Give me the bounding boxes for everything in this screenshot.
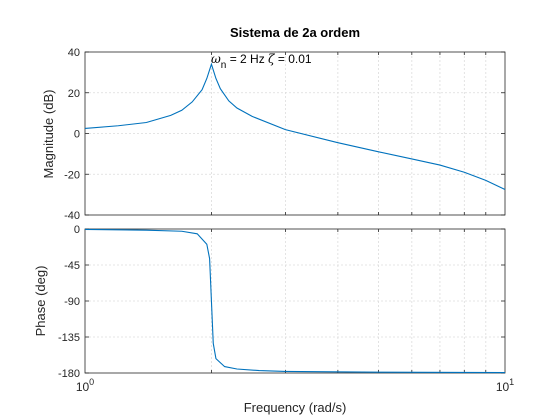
magnitude-ytick-label: 20	[68, 88, 80, 100]
phase-curve	[84, 228, 506, 374]
magnitude-ytick-label: 40	[68, 47, 80, 59]
phase-ytick-label: 0	[74, 224, 80, 236]
magnitude-grid	[85, 52, 505, 215]
magnitude-ytick-label: -20	[64, 169, 80, 181]
annotation-damping: = 0.01	[275, 52, 312, 66]
phase-ticks: -180 -135 -90 -45 0 100 101	[58, 224, 514, 394]
annotation-omega: ω	[211, 52, 221, 66]
magnitude-ytick-label: 0	[74, 129, 80, 141]
magnitude-ticks: -40 -20 0 20 40	[64, 47, 505, 222]
phase-xtick-label: 101	[496, 377, 514, 394]
figure-title: Sistema de 2a ordem	[230, 25, 360, 40]
phase-ytick-label: -45	[64, 260, 80, 272]
frequency-xlabel: Frequency (rad/s)	[244, 400, 347, 415]
phase-ytick-label: -90	[64, 296, 80, 308]
phase-plot: -180 -135 -90 -45 0 100 101 Phase (deg) Freque…	[33, 224, 514, 415]
magnitude-ylabel: Magnitude (dB)	[41, 90, 56, 179]
magnitude-ytick-label: -40	[64, 210, 80, 222]
annotation-zeta: ζ	[268, 52, 276, 66]
phase-ytick-label: -135	[58, 332, 80, 344]
phase-grid	[85, 229, 505, 373]
phase-ylabel: Phase (deg)	[33, 266, 48, 337]
annotation-frequency: = 2 Hz	[226, 52, 268, 66]
natural-frequency-annotation: ωn = 2 Hz ζ = 0.01	[211, 52, 312, 71]
phase-ytick-label: -180	[58, 368, 80, 380]
magnitude-curve	[84, 62, 506, 191]
phase-xtick-label: 100	[76, 377, 94, 394]
magnitude-plot: -40 -20 0 20 40 Magnitude (dB) ωn = 2 Hz ζ =…	[41, 47, 506, 222]
annotation-omega-subscript: n	[221, 60, 227, 71]
